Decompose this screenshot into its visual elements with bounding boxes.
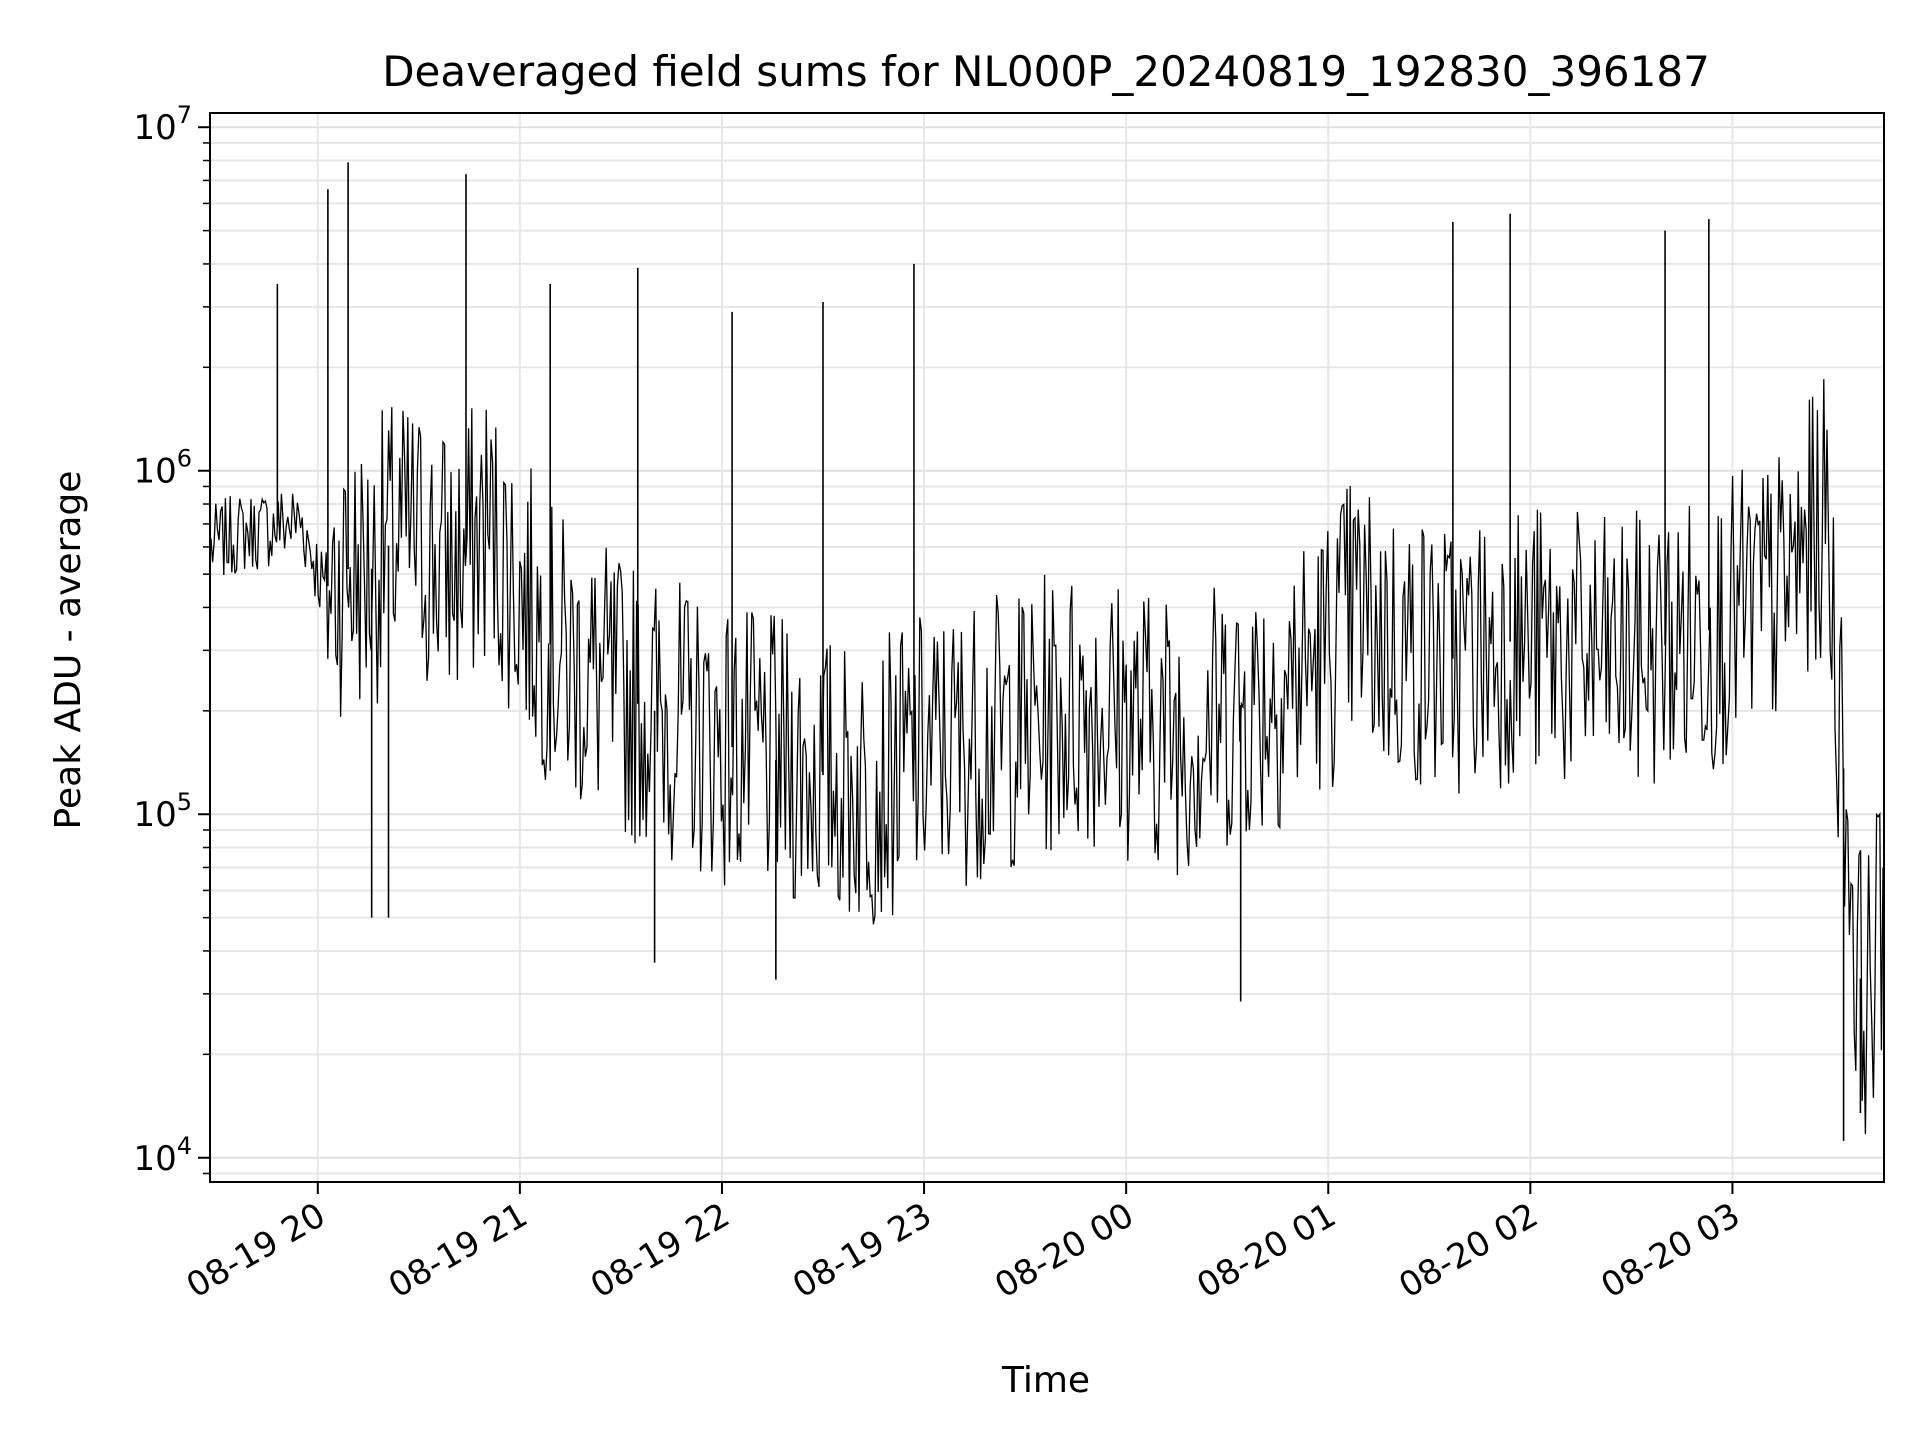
y-tick-label: 107 [133,101,192,148]
y-axis: 104 105 106 107 [133,101,210,1179]
series-layer [210,162,1884,1141]
y-axis-label: Peak ADU - average [48,471,89,830]
plot-frame [209,112,1885,1183]
y-tick-label: 104 [133,1132,192,1179]
data-series-line [210,379,1884,1135]
chart-title: Deaveraged field sums for NL000P_2024081… [382,47,1710,96]
y-tick-label: 105 [133,788,192,835]
y-tick-label: 106 [133,445,192,492]
x-axis-label: Time [1001,1360,1090,1401]
